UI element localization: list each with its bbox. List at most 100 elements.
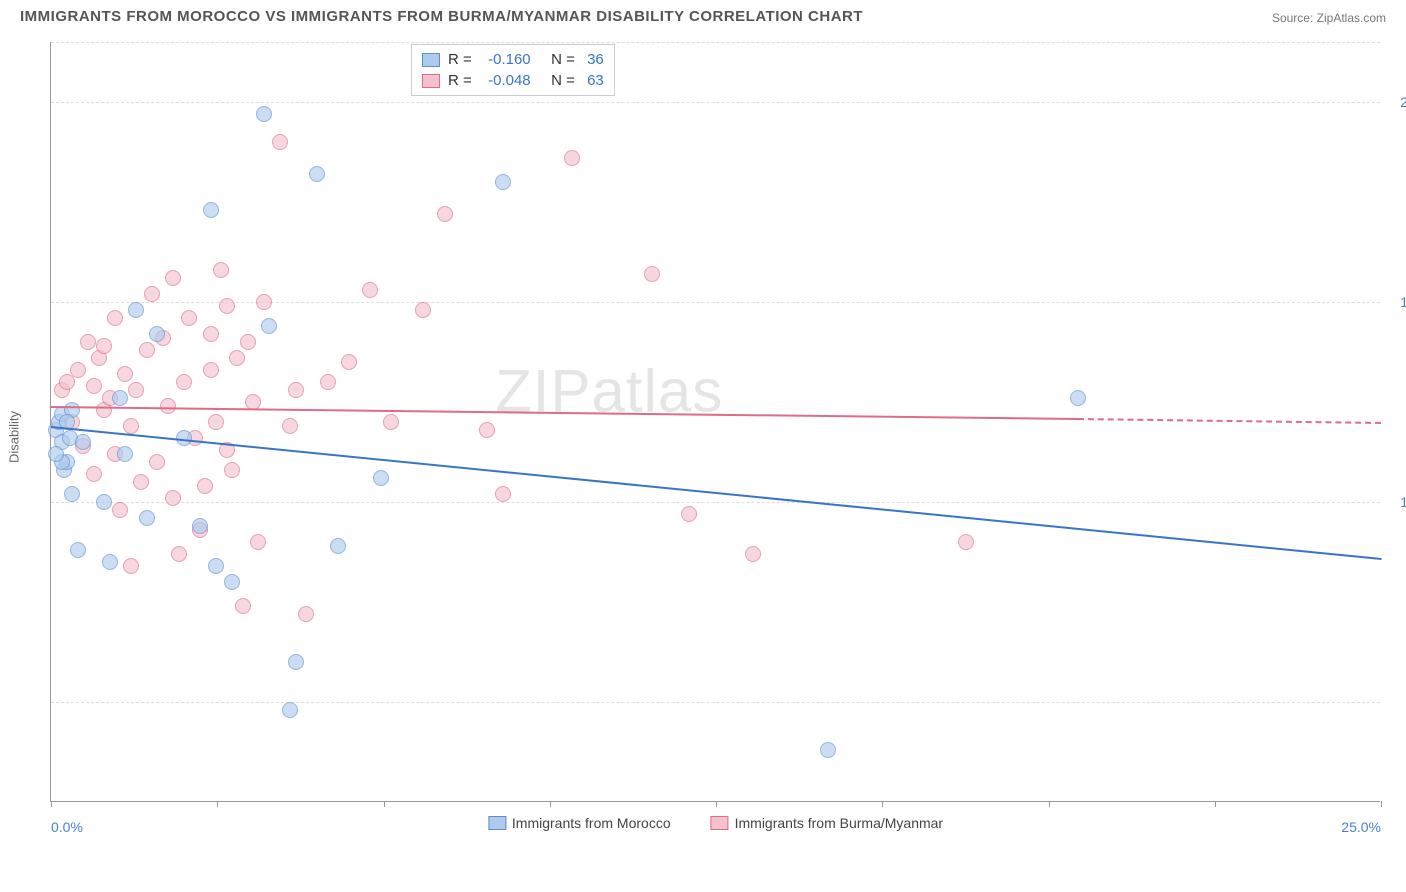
- scatter-point: [495, 174, 511, 190]
- scatter-point: [208, 414, 224, 430]
- scatter-point: [495, 486, 511, 502]
- scatter-point: [229, 350, 245, 366]
- stats-row: R = -0.160 N = 36: [422, 49, 604, 70]
- gridline: [51, 42, 1380, 43]
- scatter-point: [235, 598, 251, 614]
- scatter-point: [224, 574, 240, 590]
- x-tick: [716, 801, 717, 807]
- scatter-point: [479, 422, 495, 438]
- scatter-point: [415, 302, 431, 318]
- scatter-point: [80, 334, 96, 350]
- bottom-legend: Immigrants from Morocco Immigrants from B…: [488, 815, 943, 831]
- y-tick-label: 15.0%: [1385, 294, 1406, 310]
- scatter-point: [117, 366, 133, 382]
- scatter-point: [564, 150, 580, 166]
- scatter-point: [171, 546, 187, 562]
- scatter-point: [128, 302, 144, 318]
- legend-item: Immigrants from Morocco: [488, 815, 671, 831]
- scatter-point: [745, 546, 761, 562]
- scatter-point: [256, 106, 272, 122]
- x-tick: [882, 801, 883, 807]
- trend-line: [51, 406, 1078, 420]
- scatter-point: [213, 262, 229, 278]
- scatter-point: [341, 354, 357, 370]
- x-tick-label: 0.0%: [51, 819, 83, 835]
- scatter-point: [86, 466, 102, 482]
- scatter-point: [203, 202, 219, 218]
- scatter-point: [282, 702, 298, 718]
- stats-r-value: -0.048: [488, 72, 531, 89]
- scatter-point: [144, 286, 160, 302]
- scatter-point: [958, 534, 974, 550]
- scatter-point: [288, 654, 304, 670]
- stats-row: R = -0.048 N = 63: [422, 70, 604, 91]
- scatter-point: [203, 326, 219, 342]
- scatter-point: [128, 382, 144, 398]
- stats-r-value: -0.160: [488, 51, 531, 68]
- scatter-point: [208, 558, 224, 574]
- scatter-point: [112, 390, 128, 406]
- scatter-point: [107, 310, 123, 326]
- swatch-icon: [422, 74, 440, 88]
- scatter-point: [240, 334, 256, 350]
- scatter-point: [149, 326, 165, 342]
- scatter-point: [272, 134, 288, 150]
- swatch-icon: [422, 53, 440, 67]
- scatter-point: [86, 378, 102, 394]
- scatter-point: [96, 338, 112, 354]
- scatter-point: [160, 398, 176, 414]
- x-tick: [217, 801, 218, 807]
- scatter-point: [282, 418, 298, 434]
- chart-title: IMMIGRANTS FROM MOROCCO VS IMMIGRANTS FR…: [20, 8, 863, 25]
- x-tick: [550, 801, 551, 807]
- scatter-point: [197, 478, 213, 494]
- scatter-point: [288, 382, 304, 398]
- scatter-point: [250, 534, 266, 550]
- scatter-point: [165, 490, 181, 506]
- gridline: [51, 302, 1380, 303]
- scatter-point: [139, 342, 155, 358]
- y-tick-label: 20.0%: [1385, 94, 1406, 110]
- scatter-point: [117, 446, 133, 462]
- scatter-point: [181, 310, 197, 326]
- stats-label: R =: [448, 51, 480, 68]
- scatter-point: [256, 294, 272, 310]
- x-tick-label: 25.0%: [1341, 819, 1381, 835]
- stats-label: R =: [448, 72, 480, 89]
- scatter-point: [373, 470, 389, 486]
- scatter-point: [133, 474, 149, 490]
- legend-label: Immigrants from Morocco: [512, 815, 671, 831]
- legend-item: Immigrants from Burma/Myanmar: [711, 815, 943, 831]
- x-tick: [1381, 801, 1382, 807]
- scatter-point: [219, 298, 235, 314]
- y-axis-label: Disability: [7, 411, 22, 463]
- scatter-point: [165, 270, 181, 286]
- scatter-point: [192, 518, 208, 534]
- scatter-point: [309, 166, 325, 182]
- y-tick-label: 10.0%: [1385, 494, 1406, 510]
- scatter-point: [70, 362, 86, 378]
- gridline: [51, 702, 1380, 703]
- stats-legend-box: R = -0.160 N = 36R = -0.048 N = 63: [411, 44, 615, 96]
- x-tick: [1049, 801, 1050, 807]
- x-tick: [1215, 801, 1216, 807]
- trend-line: [1078, 418, 1381, 424]
- scatter-point: [149, 454, 165, 470]
- x-tick: [51, 801, 52, 807]
- legend-label: Immigrants from Burma/Myanmar: [735, 815, 943, 831]
- swatch-icon: [711, 816, 729, 830]
- scatter-point: [362, 282, 378, 298]
- scatter-point: [383, 414, 399, 430]
- scatter-point: [203, 362, 219, 378]
- stats-label: N =: [539, 51, 579, 68]
- stats-n-value: 63: [587, 72, 604, 89]
- scatter-point: [330, 538, 346, 554]
- scatter-point: [224, 462, 240, 478]
- plot-area: ZIPatlas R = -0.160 N = 36R = -0.048 N =…: [50, 42, 1380, 802]
- gridline: [51, 502, 1380, 503]
- scatter-point: [123, 418, 139, 434]
- y-tick-label: 5.0%: [1385, 694, 1406, 710]
- scatter-point: [176, 374, 192, 390]
- scatter-point: [320, 374, 336, 390]
- x-tick: [384, 801, 385, 807]
